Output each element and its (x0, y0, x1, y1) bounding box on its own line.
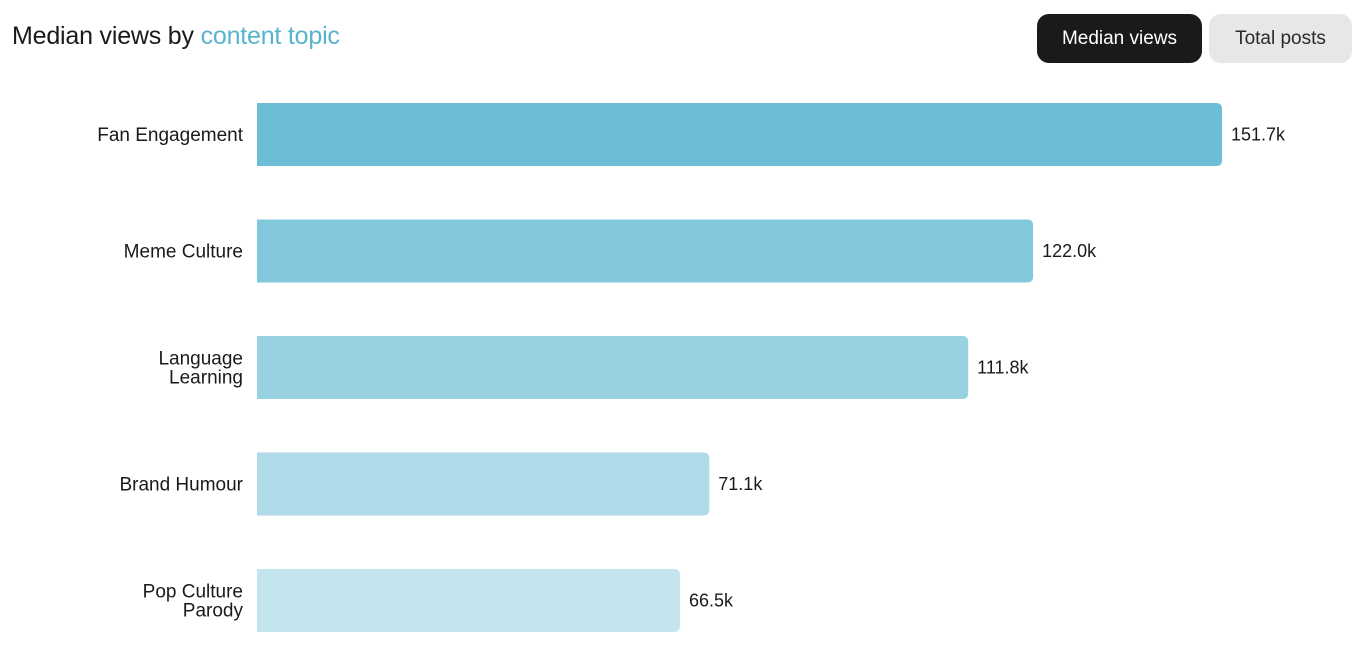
median-views-button[interactable]: Median views (1037, 14, 1202, 63)
chart-title-prefix: Median views by (12, 22, 201, 50)
value-label: 122.0k (1042, 241, 1097, 261)
category-label: Language Learning (158, 349, 243, 389)
bar-row: Language Learning 111.8k (158, 336, 1030, 399)
bar (257, 219, 1034, 283)
bar (257, 569, 681, 632)
category-label: Brand Humour (119, 475, 243, 496)
metric-toggle: Median views Total posts (1037, 14, 1352, 63)
category-label: Fan Engagement (97, 125, 243, 146)
total-posts-button[interactable]: Total posts (1209, 14, 1352, 63)
category-label: Pop Culture Parody (143, 582, 244, 622)
bar (257, 103, 1222, 166)
value-label: 151.7k (1231, 125, 1286, 145)
value-label: 111.8k (977, 358, 1029, 378)
bar-row: Fan Engagement 151.7k (97, 103, 1286, 166)
category-label: Meme Culture (124, 242, 243, 263)
value-label: 71.1k (718, 474, 763, 494)
bar (257, 336, 969, 399)
bar-row: Brand Humour 71.1k (119, 452, 763, 516)
chart-title-accent: content topic (200, 22, 340, 50)
bar-row: Pop Culture Parody 66.5k (143, 569, 734, 632)
bar-row: Meme Culture 122.0k (124, 219, 1097, 283)
chart-title: Median views by content topic (12, 22, 340, 51)
value-label: 66.5k (689, 591, 734, 611)
bar (257, 452, 710, 516)
